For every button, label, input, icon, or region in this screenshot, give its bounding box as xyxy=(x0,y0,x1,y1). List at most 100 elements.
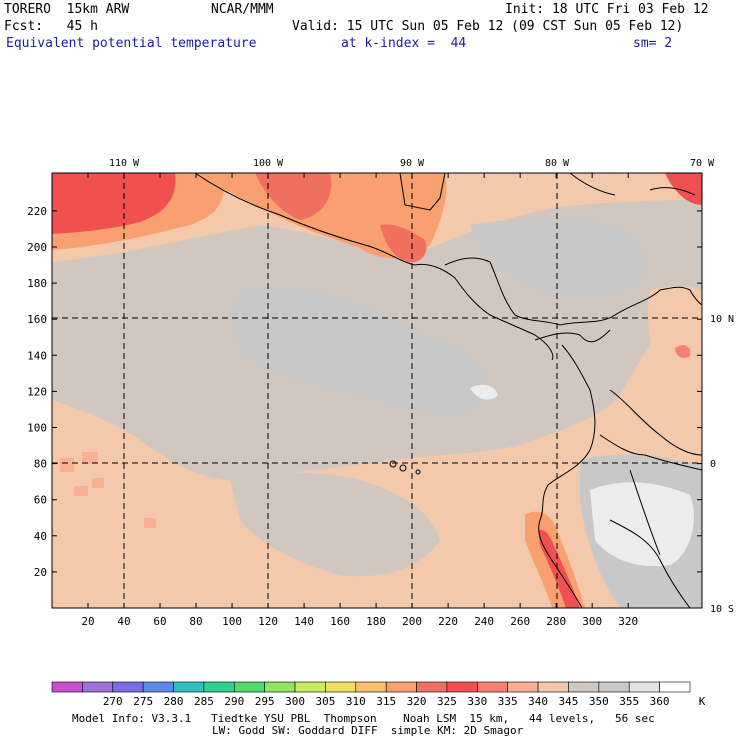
graticule xyxy=(52,173,702,608)
longitude-label: 110 W xyxy=(109,158,140,169)
field-hot-nw xyxy=(52,173,176,234)
colorbar-label: 335 xyxy=(498,695,518,708)
model-name: TORERO 15km ARW xyxy=(4,2,130,17)
latitude-label: 0 xyxy=(710,459,716,470)
x-tick-label: 40 xyxy=(117,615,130,628)
x-tick-label: 320 xyxy=(618,615,638,628)
latitude-label: 10 S xyxy=(710,604,734,615)
coast-panama xyxy=(534,329,611,343)
colorbar-swatch xyxy=(355,681,387,693)
colorbar-swatch xyxy=(537,681,569,693)
theta-e-field xyxy=(52,173,702,608)
longitude-labels: 110 W 100 W 90 W 80 W 70 W xyxy=(109,158,715,169)
valid-time: Valid: 15 UTC Sun 05 Feb 12 (09 CST Sun … xyxy=(292,19,684,34)
coast-sa-west xyxy=(538,344,596,608)
field-gray-lower xyxy=(230,472,440,577)
border-bolivia xyxy=(609,519,691,608)
x-tick-label: 260 xyxy=(510,615,530,628)
y-tick-label: 200 xyxy=(27,241,47,254)
colorbar-label: 280 xyxy=(164,695,184,708)
x-tick-label: 300 xyxy=(582,615,602,628)
field-hot-guatemala xyxy=(380,224,427,263)
coast-galapagos xyxy=(389,460,421,475)
colorbar-swatch xyxy=(628,681,660,693)
colorbar-swatch xyxy=(112,681,144,693)
colorbar-swatch xyxy=(416,681,448,693)
model-center: NCAR/MMM xyxy=(211,2,274,17)
colorbar: 270 275 280 285 290 295 300 305 310 315 320 325 330 3… xyxy=(51,681,706,708)
field-spot-4 xyxy=(74,486,88,496)
border-andes xyxy=(629,469,661,556)
y-tick-label: 60 xyxy=(34,494,47,507)
x-tick-label: 280 xyxy=(546,615,566,628)
longitude-label: 80 W xyxy=(545,158,570,169)
colorbar-label: 305 xyxy=(315,695,335,708)
y-tick-label: 220 xyxy=(27,205,47,218)
colorbar-label: 330 xyxy=(467,695,487,708)
longitude-label: 100 W xyxy=(253,158,284,169)
colorbar-label: 355 xyxy=(619,695,639,708)
colorbar-label: 270 xyxy=(103,695,123,708)
x-tick-label: 120 xyxy=(258,615,278,628)
coast-colombia xyxy=(559,286,702,326)
longitude-label: 90 W xyxy=(400,158,425,169)
model-info-line2: LW: Godd SW: Goddard DIFF simple KM: 2D … xyxy=(212,724,524,737)
x-tick-label: 20 xyxy=(81,615,94,628)
smoothing-info: sm= 2 xyxy=(633,36,673,51)
field-hot-ne xyxy=(665,173,702,205)
x-tick-label: 240 xyxy=(474,615,494,628)
colorbar-label: 320 xyxy=(407,695,427,708)
colorbar-label: 360 xyxy=(650,695,670,708)
colorbar-swatch xyxy=(659,681,691,693)
y-axis: 20 40 60 80 100 120 140 160 180 200 220 xyxy=(27,205,702,579)
x-tick-label: 60 xyxy=(153,615,166,628)
colorbar-label: 345 xyxy=(559,695,579,708)
x-axis: 20 40 60 80 100 120 140 160 180 200 220 240 260 280 30… xyxy=(81,173,638,628)
colorbar-swatch xyxy=(294,681,326,693)
y-tick-label: 160 xyxy=(27,313,47,326)
field-name: Equivalent potential temperature xyxy=(6,36,257,51)
colorbar-swatch xyxy=(173,681,205,693)
y-tick-label: 80 xyxy=(34,458,47,471)
field-lightgray-2 xyxy=(470,218,648,297)
y-tick-label: 140 xyxy=(27,349,47,362)
field-warm-east xyxy=(648,286,702,420)
colorbar-label: 290 xyxy=(224,695,244,708)
latitude-labels: 10 N 0 10 S xyxy=(710,314,734,615)
coast-cuba xyxy=(569,173,616,196)
y-tick-label: 40 xyxy=(34,530,47,543)
colorbar-swatch xyxy=(264,681,296,693)
field-spot-1 xyxy=(60,458,74,472)
y-tick-label: 20 xyxy=(34,566,47,579)
field-white-spot xyxy=(470,384,498,400)
colorbar-swatch xyxy=(568,681,600,693)
colorbar-label: 315 xyxy=(376,695,396,708)
x-tick-label: 220 xyxy=(438,615,458,628)
colorbar-label: 340 xyxy=(528,695,548,708)
field-spot-5 xyxy=(144,518,156,528)
level-info: at k-index = 44 xyxy=(341,36,467,51)
coast-caribbean xyxy=(444,257,561,326)
border-peru xyxy=(599,434,702,471)
map-frame xyxy=(51,172,703,609)
y-tick-label: 100 xyxy=(27,422,47,435)
field-hot-mexico xyxy=(255,173,332,220)
colorbar-label: 275 xyxy=(133,695,153,708)
field-white-andes xyxy=(590,482,694,567)
x-tick-label: 160 xyxy=(330,615,350,628)
coastlines xyxy=(194,173,702,608)
colorbar-swatch xyxy=(507,681,539,693)
colorbar-swatch xyxy=(82,681,114,693)
colorbar-unit: K xyxy=(699,695,706,708)
colorbar-swatch xyxy=(385,681,417,693)
field-spot-2 xyxy=(82,452,98,464)
field-hot-peru xyxy=(538,529,580,608)
coast-yucatan xyxy=(399,173,446,211)
coast-mexico xyxy=(194,173,416,266)
colorbar-label: 325 xyxy=(437,695,457,708)
colorbar-label: 300 xyxy=(285,695,305,708)
colorbar-swatch xyxy=(51,681,83,693)
field-spot-colombia xyxy=(675,345,691,358)
x-tick-label: 200 xyxy=(402,615,422,628)
model-info-line1: Model Info: V3.3.1 Tiedtke YSU PBL Thomp… xyxy=(72,712,655,725)
